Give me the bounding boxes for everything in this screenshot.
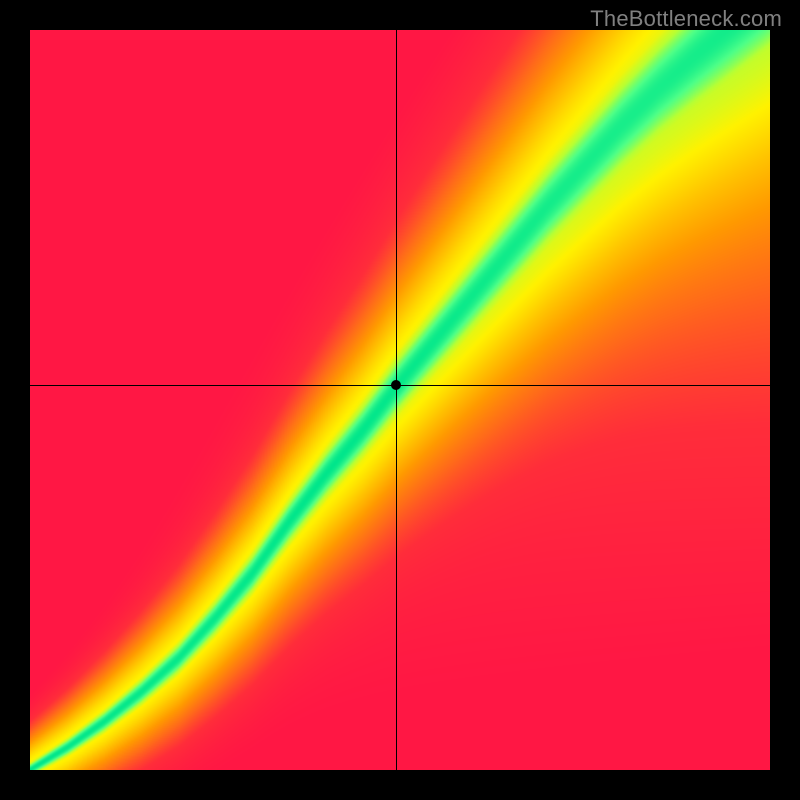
watermark-text: TheBottleneck.com (590, 6, 782, 32)
crosshair-marker (391, 380, 401, 390)
heatmap-canvas (30, 30, 770, 770)
heatmap-plot (30, 30, 770, 770)
crosshair-vertical (396, 30, 397, 770)
